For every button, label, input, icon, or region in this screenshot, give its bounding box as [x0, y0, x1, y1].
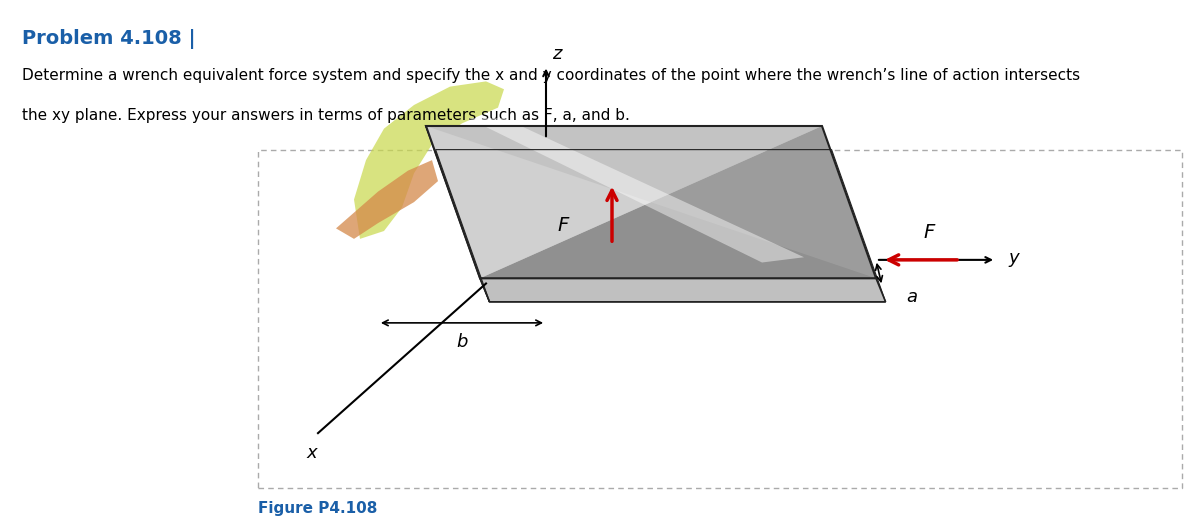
Text: $F$: $F$ — [557, 216, 570, 235]
Text: Problem 4.108 |: Problem 4.108 | — [22, 29, 196, 49]
Text: Determine a wrench equivalent force system and specify the x and y coordinates o: Determine a wrench equivalent force syst… — [22, 68, 1080, 83]
Text: $F$: $F$ — [923, 223, 937, 242]
Bar — [258, 150, 1182, 488]
Text: $y$: $y$ — [1008, 251, 1021, 269]
Polygon shape — [426, 126, 876, 278]
Text: $x$: $x$ — [306, 444, 319, 461]
Text: Figure P4.108: Figure P4.108 — [258, 501, 377, 517]
Polygon shape — [426, 126, 822, 278]
Text: $a$: $a$ — [906, 288, 918, 306]
Text: $z$: $z$ — [552, 45, 564, 63]
Polygon shape — [426, 126, 490, 302]
Polygon shape — [336, 160, 438, 239]
Text: $b$: $b$ — [456, 333, 468, 351]
Text: the xy plane. Express your answers in terms of parameters such as F, a, and b.: the xy plane. Express your answers in te… — [22, 108, 630, 123]
Polygon shape — [480, 278, 886, 302]
Polygon shape — [468, 118, 804, 262]
Polygon shape — [480, 126, 876, 278]
Polygon shape — [354, 81, 504, 239]
